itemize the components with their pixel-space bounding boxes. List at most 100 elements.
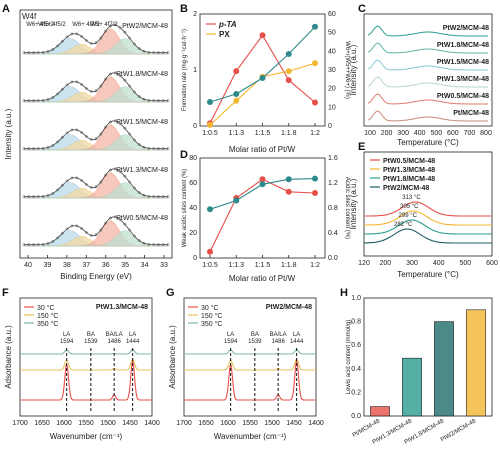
data-point <box>285 68 292 75</box>
panel-a-data-point <box>56 92 59 96</box>
panel-a-data-point <box>166 195 170 199</box>
panel-a-data-point <box>113 71 117 75</box>
series-line <box>209 62 316 126</box>
panel-a-data-point <box>152 195 155 198</box>
panel-a-data-point <box>113 215 117 219</box>
x-tick-label: 100 <box>364 130 376 137</box>
panel-a-peak-label: W5+ 4f5/2 <box>38 22 66 28</box>
band-value: 1444 <box>126 339 140 345</box>
panel-a-x-tick-label: 40 <box>24 262 32 269</box>
tpr-curve <box>367 76 488 88</box>
panel-a-fit-component <box>24 172 168 199</box>
panel-f-letter: F <box>2 287 9 299</box>
panel-a-data-point <box>85 87 88 90</box>
panel-a-series-label: PtW0.5/MCM-48 <box>116 215 168 222</box>
x-tick-label: 1:1.3 <box>228 130 244 137</box>
data-point <box>285 51 292 57</box>
x-tick-label: 1:1.5 <box>255 262 271 269</box>
panel-a-data-point <box>41 242 45 246</box>
x-tick-label: 1:2 <box>310 262 320 269</box>
peak-annotation: 299 °C <box>399 213 418 219</box>
panel-b: B 1:0.5 1:1.3 1:1.5 1:1.8 1:2012010203040506… <box>180 3 350 154</box>
panel-d-y-right-label: Acidic sites content (%) <box>344 177 350 239</box>
x-tick-label: 1:0.5 <box>202 262 218 269</box>
panel-a-data-point <box>89 42 93 45</box>
legend-px-label: PX <box>219 30 230 39</box>
panel-a-y-label: Intensity (a.u.) <box>4 108 13 159</box>
legend-label: 150 °C <box>201 312 222 320</box>
panel-a-data-point <box>161 195 165 199</box>
panel-a-fit-component <box>24 220 168 247</box>
panel-d-letter: D <box>180 149 188 161</box>
panel-a-data-point <box>85 183 88 186</box>
panel-a-data-point <box>104 221 107 225</box>
data-point <box>207 121 213 128</box>
panel-a-data-point <box>104 77 107 81</box>
x-tick-label: 800 <box>480 130 492 137</box>
panel-a-data-point <box>118 122 122 125</box>
x-tick-label: 120 <box>358 260 370 267</box>
panel-a-data-point <box>109 216 112 220</box>
bar <box>370 406 390 417</box>
panel-a-data-point <box>56 188 59 192</box>
panel-a-data-point <box>89 90 93 93</box>
series-label: PtW1.3/MCM-48 <box>437 76 489 83</box>
panel-a-data-point <box>133 42 136 46</box>
y-right-tick-label: 30 <box>328 67 336 74</box>
panel-a-data-point <box>37 195 40 198</box>
panel-a-data-point <box>118 26 122 29</box>
bar <box>402 357 422 417</box>
panel-d-y-label: Weak acidic sites content (%) <box>182 169 188 248</box>
panel-a-data-point <box>85 231 88 234</box>
panel-a-data-point <box>32 99 35 103</box>
band-name: LA <box>227 332 234 338</box>
panel-a-fit-component <box>24 76 168 103</box>
y-tick-label: 20 <box>189 230 197 237</box>
data-point <box>285 176 292 183</box>
panel-a-data-point <box>133 234 136 238</box>
panel-a-data-point <box>147 146 151 150</box>
panel-a-data-point <box>61 231 64 235</box>
panel-a-data-point <box>61 87 64 91</box>
panel-h-y-label: Lewis acid content (mmol/g) <box>346 320 352 395</box>
x-tick-label: 1450 <box>286 420 302 427</box>
panel-a-data-point <box>94 89 98 93</box>
panel-a-fit-component <box>24 230 168 247</box>
panel-a-data-point <box>80 227 83 230</box>
panel-a-data-point <box>27 243 31 247</box>
panel-b-plot: 1:0.5 1:1.3 1:1.5 1:1.8 1:20120102030405060p… <box>193 11 336 137</box>
panel-a-data-point <box>128 132 131 136</box>
panel-a-data-point <box>99 132 103 136</box>
y-right-tick-label: 1.2 <box>328 180 338 187</box>
panel-a-data-point <box>166 51 170 55</box>
panel-a-data-point <box>41 50 45 54</box>
x-tick-label: 1400 <box>308 420 324 427</box>
x-tick-label: 1600 <box>220 420 236 427</box>
panel-d-frame <box>199 157 326 259</box>
panel-a-data-point <box>22 51 26 55</box>
ir-spectrum <box>20 360 152 401</box>
panel-a-data-point <box>94 233 98 237</box>
band-name: BA <box>251 332 259 338</box>
data-point <box>207 248 213 255</box>
x-tick-label: 500 <box>459 260 471 267</box>
y-tick-label: 80 <box>189 155 197 162</box>
panel-a-data-point <box>70 80 74 84</box>
panel-a-data-point <box>94 137 98 141</box>
panel-a-data-point <box>104 29 107 33</box>
data-point <box>259 32 266 39</box>
y-right-tick-label: 0 <box>328 123 332 130</box>
panel-a-data-point <box>80 131 83 134</box>
panel-a-data-point <box>56 140 59 144</box>
panel-a-data-point <box>70 32 74 36</box>
y-tick-label: 0.2 <box>351 389 361 396</box>
y-tick-label: 0.0 <box>351 413 361 420</box>
panel-a-data-point <box>128 180 131 184</box>
panel-a-data-point <box>113 119 117 123</box>
tpd-curve <box>364 210 492 226</box>
tpr-curve <box>367 93 488 105</box>
panel-d-plot: 1:0.5 1:1.3 1:1.5 1:1.8 1:2 0 20 40 60 80 0.0 0.4 0.… <box>189 155 338 269</box>
panel-e-letter: E <box>358 141 365 153</box>
panel-g-frame <box>183 297 317 417</box>
legend-label: 150 °C <box>37 312 58 320</box>
